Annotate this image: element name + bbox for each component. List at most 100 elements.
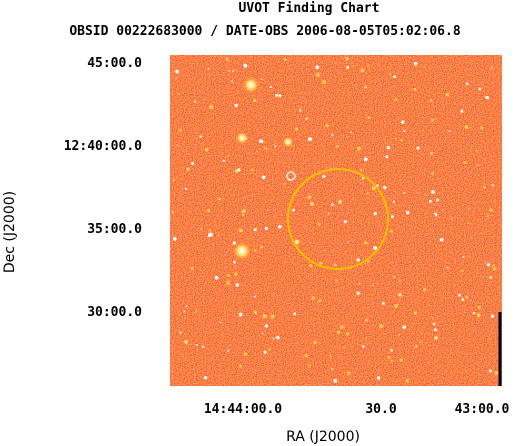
star bbox=[445, 92, 450, 97]
bright-star bbox=[232, 241, 252, 261]
star bbox=[480, 126, 484, 130]
star bbox=[462, 256, 465, 258]
star bbox=[322, 80, 326, 85]
star bbox=[364, 318, 368, 322]
source-marker bbox=[286, 171, 296, 181]
star bbox=[172, 237, 177, 241]
star bbox=[304, 354, 308, 358]
star bbox=[486, 215, 489, 218]
star bbox=[393, 75, 397, 79]
star bbox=[376, 376, 381, 380]
star bbox=[461, 298, 465, 301]
star bbox=[364, 337, 368, 340]
star bbox=[278, 224, 282, 229]
star bbox=[309, 264, 313, 268]
star bbox=[175, 77, 177, 80]
star bbox=[268, 348, 271, 351]
star bbox=[274, 145, 277, 148]
star bbox=[446, 266, 449, 269]
star bbox=[237, 168, 241, 172]
star bbox=[283, 182, 286, 185]
star bbox=[225, 57, 229, 61]
star bbox=[448, 130, 451, 133]
star bbox=[450, 217, 453, 220]
star bbox=[254, 295, 257, 298]
star bbox=[183, 310, 186, 313]
star bbox=[486, 263, 490, 267]
star bbox=[383, 185, 387, 190]
star bbox=[405, 211, 410, 215]
star bbox=[226, 281, 231, 285]
bright-star bbox=[433, 335, 439, 341]
star bbox=[460, 270, 463, 273]
star bbox=[309, 195, 312, 198]
star bbox=[356, 291, 360, 295]
star bbox=[199, 135, 202, 138]
star bbox=[350, 131, 352, 133]
star bbox=[366, 192, 369, 195]
star bbox=[468, 208, 470, 210]
y-tick-labels: 45:00.0 12:40:00.0 35:00.0 30:00.0 bbox=[64, 56, 142, 320]
star bbox=[253, 98, 257, 103]
star bbox=[483, 185, 486, 189]
star bbox=[435, 118, 437, 120]
star bbox=[324, 249, 326, 252]
star bbox=[238, 312, 243, 317]
star bbox=[433, 328, 437, 332]
star bbox=[399, 279, 401, 282]
star bbox=[186, 167, 190, 171]
star bbox=[322, 174, 326, 179]
bright-star bbox=[397, 292, 403, 298]
star bbox=[492, 263, 496, 267]
star bbox=[275, 93, 279, 97]
star-field bbox=[171, 57, 499, 383]
star bbox=[463, 161, 467, 164]
star bbox=[232, 69, 235, 72]
star bbox=[433, 322, 436, 326]
star bbox=[392, 200, 395, 203]
star bbox=[428, 199, 432, 203]
star bbox=[469, 300, 472, 302]
star bbox=[366, 260, 370, 264]
star bbox=[259, 245, 263, 249]
x-tick-label: 43:00.0 bbox=[455, 402, 510, 417]
star bbox=[265, 141, 267, 143]
star bbox=[490, 314, 495, 318]
star bbox=[361, 177, 365, 180]
star bbox=[335, 144, 339, 148]
star bbox=[194, 100, 197, 103]
star bbox=[315, 65, 320, 70]
star bbox=[357, 146, 362, 151]
star bbox=[209, 229, 212, 232]
sky-noise bbox=[170, 55, 502, 386]
star bbox=[422, 287, 427, 291]
star bbox=[458, 294, 461, 297]
star bbox=[234, 103, 238, 108]
star bbox=[475, 149, 478, 152]
star bbox=[489, 276, 492, 279]
star bbox=[179, 128, 182, 132]
star bbox=[394, 137, 396, 139]
star bbox=[343, 346, 346, 348]
star bbox=[488, 369, 492, 373]
star bbox=[405, 379, 410, 383]
star bbox=[367, 64, 370, 67]
star bbox=[413, 88, 417, 91]
star bbox=[346, 96, 349, 98]
star bbox=[467, 222, 470, 225]
bright-star bbox=[309, 201, 315, 207]
star bbox=[270, 314, 275, 319]
star bbox=[385, 155, 389, 159]
star bbox=[345, 57, 349, 61]
star bbox=[331, 203, 334, 206]
star bbox=[373, 245, 378, 250]
star bbox=[346, 332, 350, 336]
star bbox=[317, 222, 321, 226]
star bbox=[360, 68, 365, 73]
y-tick-label: 45:00.0 bbox=[87, 56, 142, 71]
star bbox=[436, 198, 439, 202]
star bbox=[207, 233, 212, 238]
star bbox=[233, 272, 238, 276]
star bbox=[227, 154, 230, 157]
star bbox=[292, 208, 295, 212]
